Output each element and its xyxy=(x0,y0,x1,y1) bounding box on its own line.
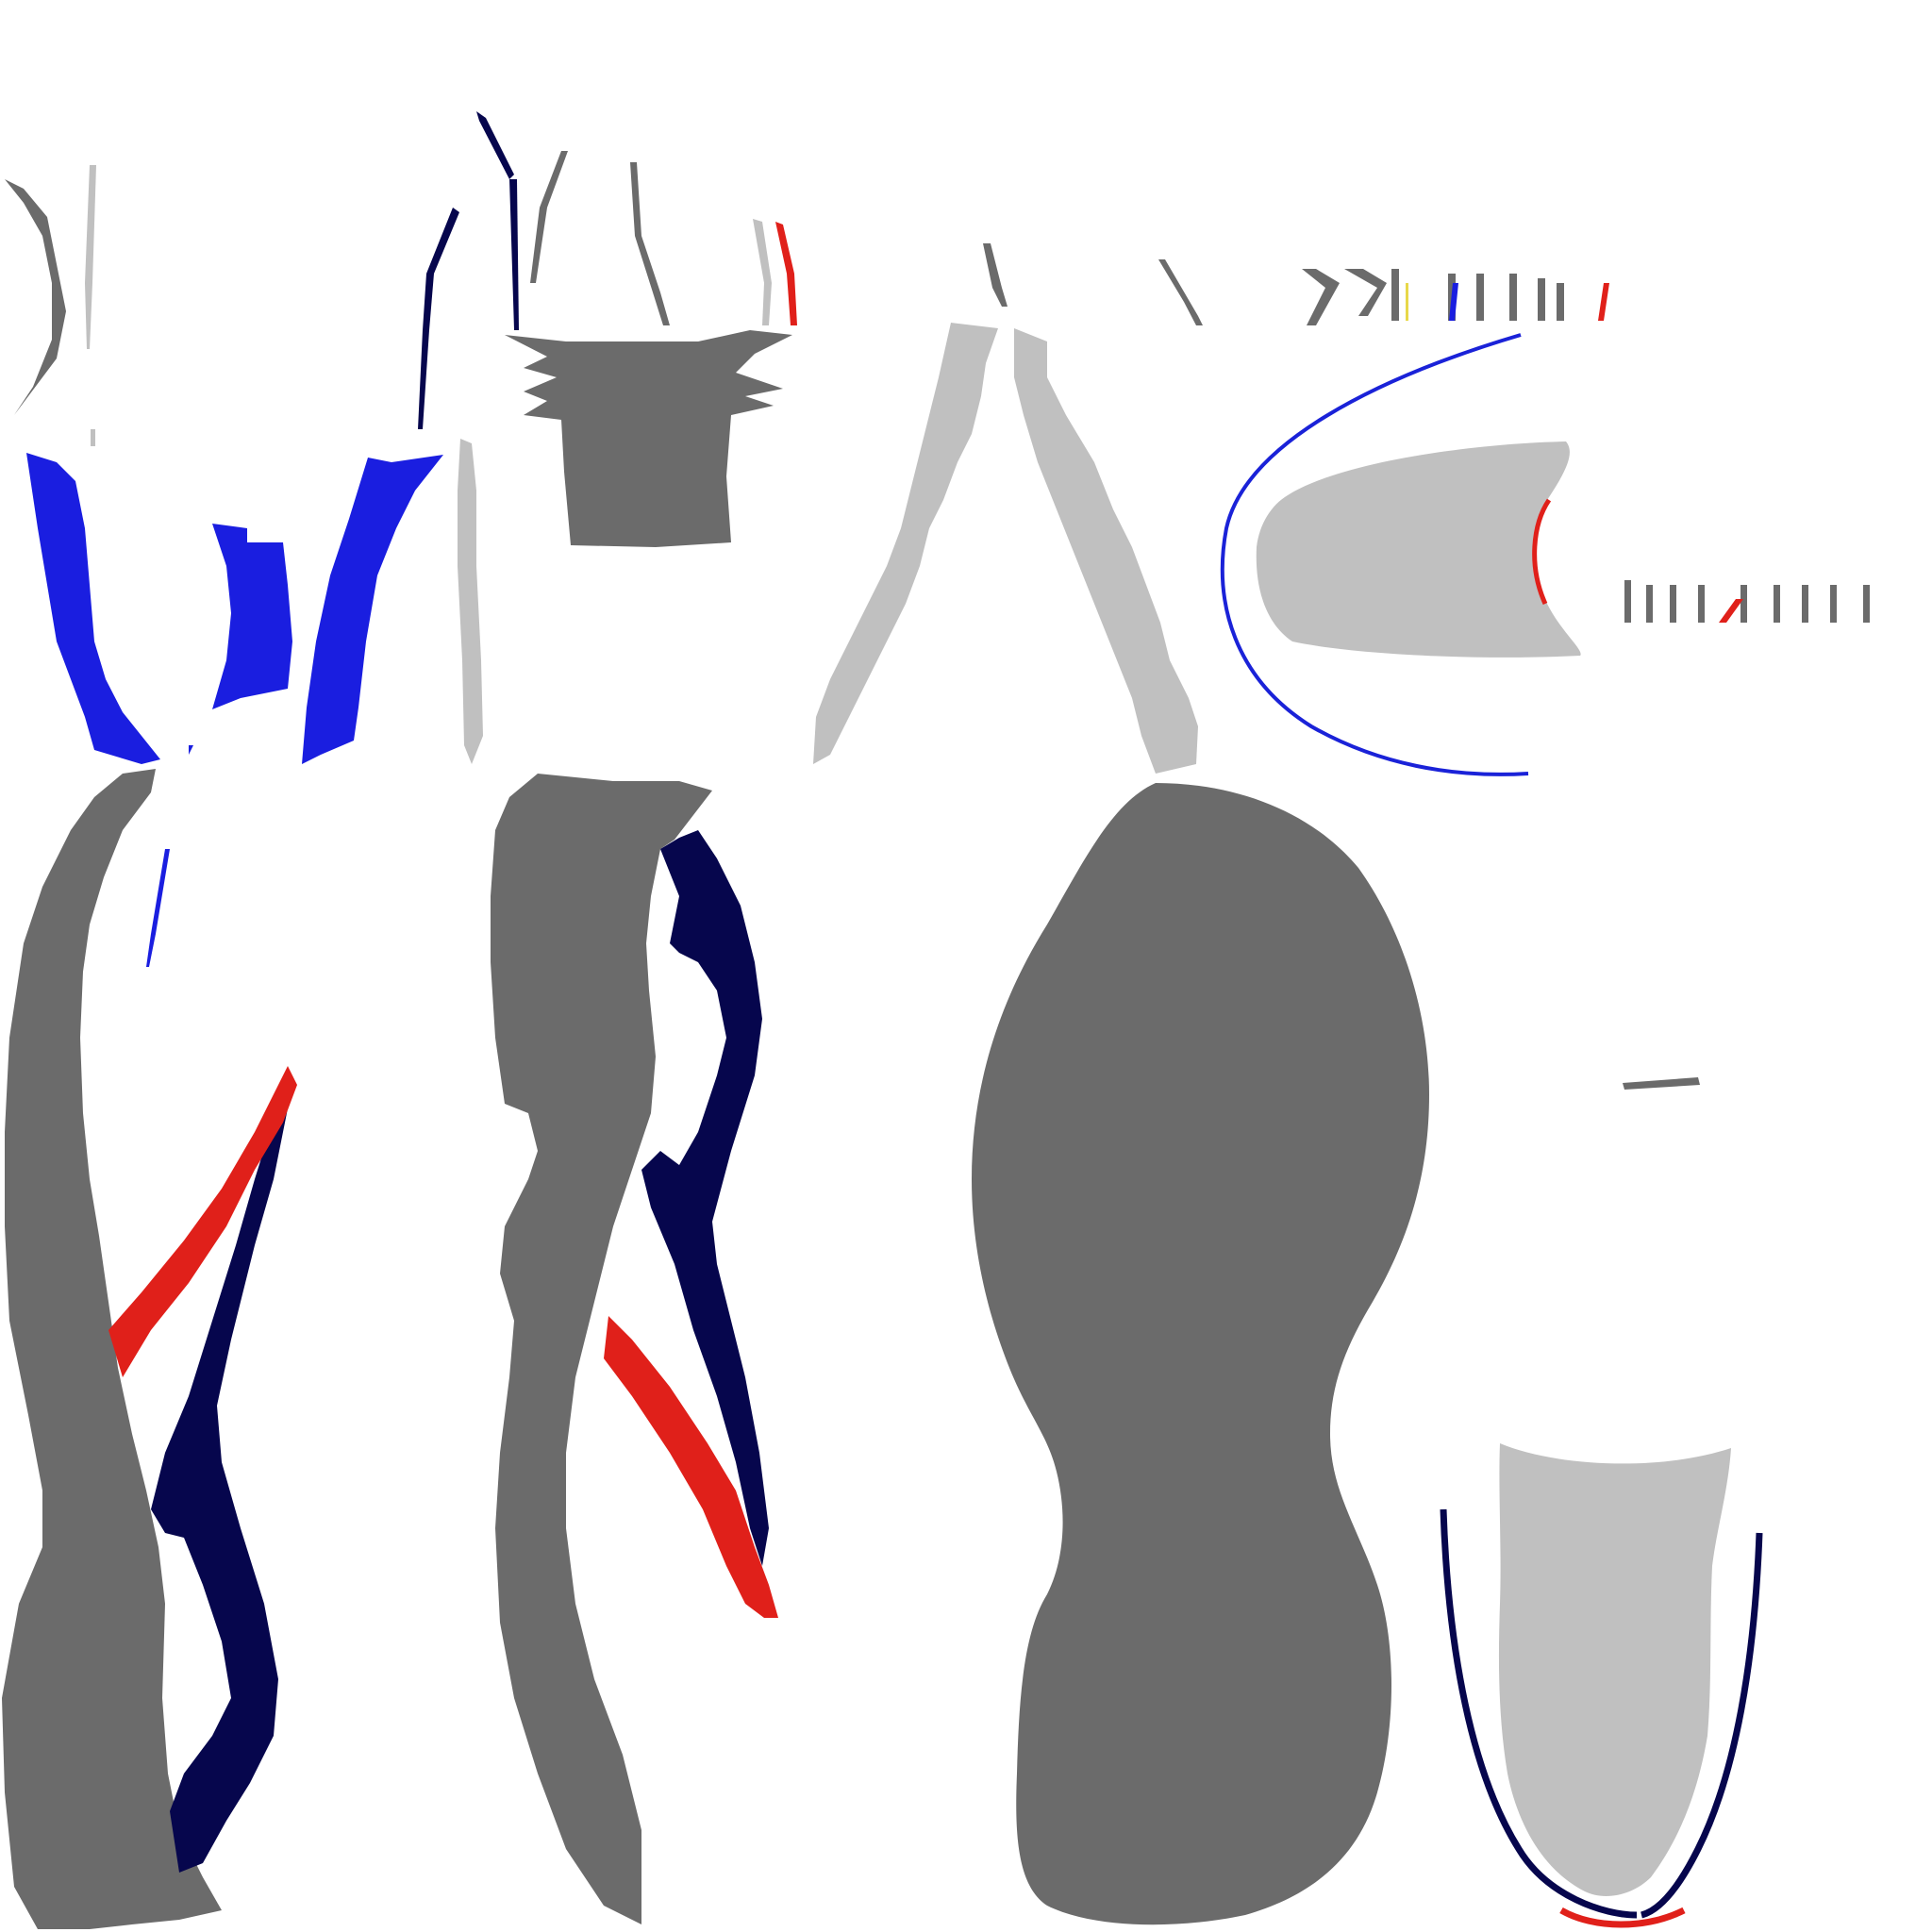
left-upper-panel xyxy=(2,769,222,1929)
toe-outline-navy xyxy=(1440,1508,1638,1919)
navy-thin-strip xyxy=(418,208,459,429)
accent-yellow-mark xyxy=(1406,283,1408,321)
blue-mark xyxy=(1449,283,1458,321)
red-accent-strip xyxy=(108,1066,297,1377)
blue-side-stripe xyxy=(302,455,443,764)
toe-red-accent xyxy=(1559,1907,1686,1928)
lightgray-diagonal-strip xyxy=(813,323,998,764)
gray-thin-strip xyxy=(530,151,568,283)
toe-cap-piece xyxy=(1256,441,1581,658)
navy-thin-strip xyxy=(476,111,514,179)
thin-blue-line xyxy=(146,849,170,967)
toe-outline-blue xyxy=(1220,333,1529,776)
right-upper-panel xyxy=(491,774,712,1924)
toe-red-accent xyxy=(1532,498,1552,606)
sole-piece xyxy=(972,783,1429,1925)
gray-dash xyxy=(1623,1077,1700,1090)
red-thin-strip xyxy=(775,222,797,325)
tiny-gray-mark xyxy=(91,429,95,446)
blue-side-stripe xyxy=(26,453,160,764)
toe-outline-navy xyxy=(1640,1532,1763,1919)
collar-lining-piece xyxy=(1498,1443,1731,1896)
eyelet-marks xyxy=(1158,259,1564,325)
red-mark xyxy=(1598,283,1609,321)
gray-thin-strip xyxy=(630,162,670,325)
red-accent-strip xyxy=(604,1316,778,1618)
heel-cap-piece xyxy=(505,330,792,547)
eyelet-marks-right xyxy=(1624,580,1870,623)
navy-swoosh-strip xyxy=(151,1104,288,1873)
navy-swoosh-strip xyxy=(641,830,769,1566)
red-mark xyxy=(1719,599,1743,623)
thin-gray-strip xyxy=(5,179,66,415)
lightgray-thin-strip xyxy=(458,439,483,764)
thin-lightgray-strip xyxy=(85,165,96,349)
blue-side-stripe xyxy=(212,524,292,709)
gray-thin-strip xyxy=(983,243,1008,307)
blue-thin-line xyxy=(189,745,193,755)
lightgray-thin-strip xyxy=(753,219,772,325)
navy-thin-strip xyxy=(509,179,519,330)
lightgray-diagonal-strip xyxy=(1014,328,1198,774)
